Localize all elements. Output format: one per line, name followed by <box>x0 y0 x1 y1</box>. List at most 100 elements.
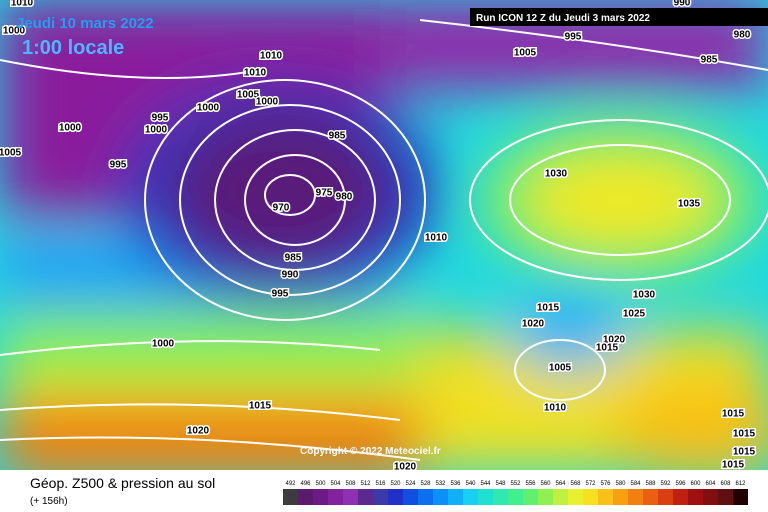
isobar-label: 1025 <box>623 309 646 320</box>
isobar-label: 1020 <box>522 319 545 330</box>
isobar-label: 980 <box>734 30 751 41</box>
colorbar-label: 592 <box>660 481 671 487</box>
isobar-label: 975 <box>316 188 333 199</box>
colorbar-label: 612 <box>735 481 746 487</box>
colorbar-label: 520 <box>390 481 401 487</box>
isobar-label: 1010 <box>11 0 34 9</box>
colorbar-label: 580 <box>615 481 626 487</box>
isobar-label: 1020 <box>187 426 210 437</box>
colorbar-label: 516 <box>375 481 386 487</box>
colorbar-label: 568 <box>570 481 581 487</box>
colorbar-box <box>523 489 538 505</box>
isobar-labels: 1010100099599098098510051010101010051000… <box>0 0 757 473</box>
colorbar-box <box>568 489 583 505</box>
colorbar-label: 492 <box>285 481 296 487</box>
colorbar-box <box>403 489 418 505</box>
colorbar-label: 596 <box>675 481 686 487</box>
colorbar-box <box>328 489 343 505</box>
colorbar-box <box>358 489 373 505</box>
colorbar-label: 524 <box>405 481 416 487</box>
isobar-label: 1020 <box>394 462 417 473</box>
colorbar-box <box>418 489 433 505</box>
colorbar-label: 600 <box>690 481 701 487</box>
isobar-label: 1005 <box>0 148 22 159</box>
colorbar-label: 508 <box>345 481 356 487</box>
isobar-label: 990 <box>282 270 299 281</box>
date: Jeudi 10 mars 2022 <box>16 15 154 32</box>
colorbar-box <box>508 489 523 505</box>
colorbar-label: 556 <box>525 481 536 487</box>
isobar-label: 1015 <box>537 303 560 314</box>
colorbar-box <box>283 489 298 505</box>
field: 1010100099599098098510051010101010051000… <box>0 0 768 473</box>
isobar-label: 1015 <box>733 447 756 458</box>
isobar-label: 1015 <box>722 460 745 471</box>
colorbar-box <box>343 489 358 505</box>
isobar-label: 1000 <box>3 26 26 37</box>
colorbar-box <box>583 489 598 505</box>
colorbar-box <box>718 489 733 505</box>
colorbar-box <box>628 489 643 505</box>
colorbar-label: 528 <box>420 481 431 487</box>
isobar-label: 1015 <box>596 343 619 354</box>
isobar-label: 1000 <box>145 125 168 136</box>
isobar-label: 1010 <box>244 68 267 79</box>
colorbar-box <box>643 489 658 505</box>
colorbar-box <box>613 489 628 505</box>
colorbar-label: 544 <box>480 481 491 487</box>
colorbar-label: 576 <box>600 481 611 487</box>
isobar-label: 1005 <box>237 90 260 101</box>
colorbar-box <box>463 489 478 505</box>
colorbar-box <box>433 489 448 505</box>
time: 1:00 locale <box>22 37 124 59</box>
isobar-label: 1010 <box>425 233 448 244</box>
isobar-label: 1005 <box>549 363 572 374</box>
colorbar-label: 588 <box>645 481 656 487</box>
isobar-label: 995 <box>565 32 582 43</box>
colorbar-box <box>373 489 388 505</box>
colorbar-label: 512 <box>360 481 371 487</box>
colorbar: 492 496 500 504 508 512 516 520 524 528 532 536 540 5… <box>283 481 748 505</box>
colorbar-box <box>658 489 673 505</box>
colorbar-label: 560 <box>540 481 551 487</box>
colorbar-box <box>553 489 568 505</box>
isobar-label: 1000 <box>256 97 279 108</box>
colorbar-label: 504 <box>330 481 341 487</box>
colorbar-box <box>733 489 748 505</box>
isobar-label: 995 <box>152 113 169 124</box>
isobar-label: 1000 <box>152 339 175 350</box>
isobar-label: 1000 <box>59 123 82 134</box>
colorbar-box <box>538 489 553 505</box>
isobar-label: 1015 <box>733 429 756 440</box>
colorbar-box <box>703 489 718 505</box>
isobar-label: 1010 <box>544 403 567 414</box>
colorbar-label: 536 <box>450 481 461 487</box>
colorbar-label: 604 <box>705 481 716 487</box>
isobar-label: 1020 <box>603 335 626 346</box>
isobar-label: 1000 <box>197 103 220 114</box>
colorbar-box <box>673 489 688 505</box>
isobar-label: 1015 <box>249 401 272 412</box>
isobar-label: 1005 <box>514 48 537 59</box>
colorbar-box <box>478 489 493 505</box>
colorbar-box <box>598 489 613 505</box>
isobar-label: 1010 <box>260 51 283 62</box>
isobar-label: 970 <box>273 203 290 214</box>
colorbar-label: 532 <box>435 481 446 487</box>
colorbar-box <box>448 489 463 505</box>
isobar-label: 995 <box>272 289 289 300</box>
isobar-label: 1035 <box>678 199 701 210</box>
colorbar-label: 584 <box>630 481 641 487</box>
isobar-label: 1015 <box>722 409 745 420</box>
isobar-label: 990 <box>674 0 691 9</box>
isobar-label: 980 <box>336 192 353 203</box>
isobar-label: 985 <box>329 131 346 142</box>
colorbar-box <box>493 489 508 505</box>
colorbar-label: 608 <box>720 481 731 487</box>
colorbar-box <box>388 489 403 505</box>
colorbar-box <box>298 489 313 505</box>
colorbar-label: 548 <box>495 481 506 487</box>
copyright: Copyright © 2022 Meteociel.fr <box>300 446 441 457</box>
